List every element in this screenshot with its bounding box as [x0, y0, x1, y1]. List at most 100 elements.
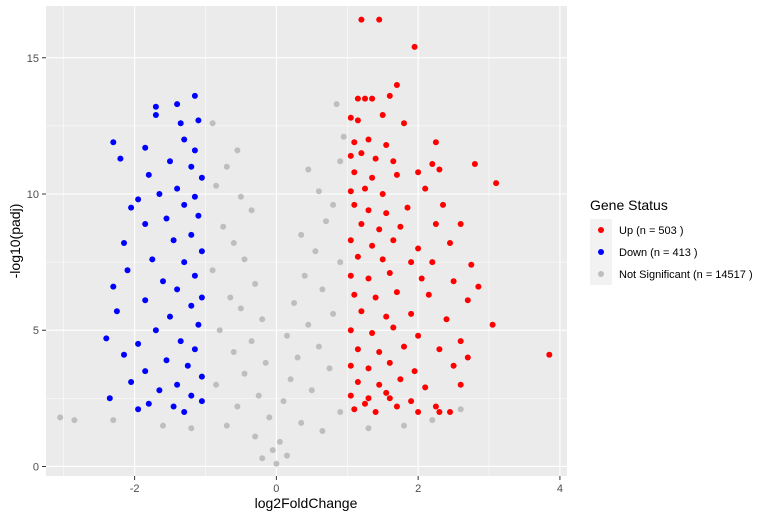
data-point [376, 349, 383, 355]
data-point [241, 370, 248, 377]
series-2 [57, 101, 464, 467]
data-point [376, 16, 383, 23]
data-point [312, 248, 319, 255]
data-point [198, 174, 205, 181]
data-point [174, 185, 181, 192]
data-point [188, 231, 195, 238]
data-point [262, 359, 269, 366]
data-point [255, 392, 262, 399]
x-tick-label: -2 [130, 483, 140, 495]
data-point [386, 359, 393, 366]
data-point [401, 343, 407, 350]
data-point [347, 114, 354, 121]
data-point [177, 120, 184, 127]
data-point [351, 139, 358, 146]
x-axis-ticks: -2 0 2 4 [130, 476, 563, 495]
x-tick-label: 2 [415, 483, 421, 495]
data-point [223, 422, 230, 429]
data-point [383, 389, 390, 396]
data-point [135, 196, 142, 203]
data-point [124, 267, 131, 274]
data-point [354, 379, 361, 385]
data-point [110, 417, 117, 424]
data-point [191, 92, 198, 99]
data-point [213, 381, 220, 388]
data-point [191, 147, 198, 154]
data-point [170, 237, 177, 244]
y-tick-label: 0 [33, 461, 39, 473]
data-point [220, 223, 227, 230]
data-point [142, 368, 149, 375]
data-point [351, 169, 358, 176]
data-point [379, 191, 386, 197]
data-point [142, 221, 149, 227]
data-point [152, 327, 159, 334]
data-point [142, 144, 149, 151]
data-point [468, 261, 475, 268]
legend-title: Gene Status [590, 197, 668, 213]
data-point [415, 332, 422, 339]
data-point [167, 313, 173, 320]
data-point [135, 406, 142, 413]
data-point [326, 365, 333, 372]
legend-label: Down (n = 413 ) [619, 247, 698, 259]
data-point [315, 188, 322, 195]
data-point [457, 338, 464, 345]
data-point [188, 425, 195, 432]
data-point [330, 310, 337, 317]
data-point [319, 428, 326, 434]
data-point [393, 171, 400, 178]
data-point [163, 357, 170, 364]
data-point [308, 387, 315, 394]
data-point [177, 338, 184, 345]
data-point [365, 395, 372, 402]
data-point [241, 256, 248, 263]
series-1 [103, 92, 205, 415]
data-point [117, 155, 124, 162]
data-point [103, 335, 110, 342]
data-point [383, 313, 390, 320]
data-point [432, 403, 439, 410]
data-point [475, 283, 482, 290]
data-point [493, 180, 500, 187]
data-point [252, 433, 259, 440]
data-point [489, 321, 496, 328]
data-point [145, 400, 152, 407]
data-point [464, 354, 471, 361]
y-axis-ticks: 0 5 10 15 [27, 53, 46, 473]
legend-key-dot [598, 271, 604, 277]
data-point [408, 259, 415, 266]
data-point [234, 403, 241, 410]
data-point [188, 392, 195, 399]
data-point [347, 327, 354, 334]
data-point [156, 191, 163, 197]
data-point [393, 289, 400, 296]
data-point [450, 278, 457, 285]
data-point [191, 272, 198, 279]
data-point [323, 218, 329, 225]
data-point [383, 210, 390, 217]
data-point [191, 346, 198, 353]
data-point [390, 324, 397, 331]
data-point [223, 163, 230, 170]
plot-panel [46, 6, 567, 476]
data-point [209, 120, 216, 127]
data-point [340, 133, 347, 140]
data-point [362, 185, 368, 192]
data-point [369, 330, 376, 336]
data-point [333, 101, 340, 108]
data-point [191, 193, 198, 200]
data-point [457, 221, 464, 227]
data-point [415, 409, 422, 415]
grid-lines [46, 6, 567, 476]
data-point [383, 142, 390, 148]
data-point [422, 384, 429, 391]
data-point [347, 272, 354, 279]
data-point [128, 204, 135, 211]
data-point [546, 351, 553, 358]
data-point [457, 381, 464, 388]
data-point [121, 351, 127, 358]
data-point [354, 95, 361, 102]
data-point [397, 376, 404, 383]
